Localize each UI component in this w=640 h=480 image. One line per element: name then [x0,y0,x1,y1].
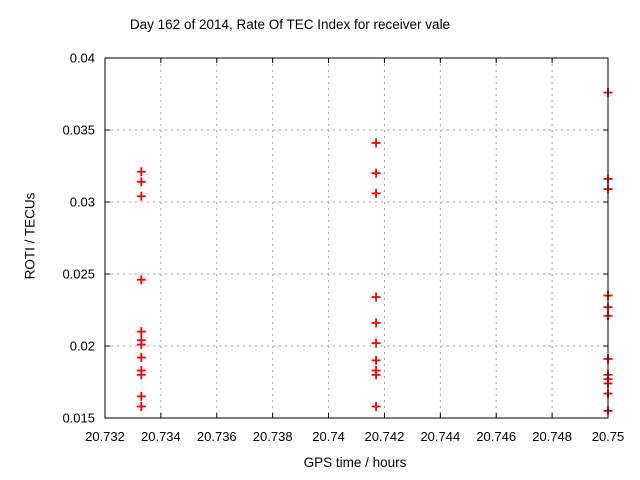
data-point [136,353,146,363]
x-axis-label: GPS time / hours [303,455,407,470]
y-tick-label: 0.02 [70,339,95,354]
x-tick-label: 20.746 [476,429,516,444]
data-point [136,191,146,201]
x-tick-label: 20.732 [85,429,125,444]
chart-title: Day 162 of 2014, Rate Of TEC Index for r… [129,17,451,32]
data-point [371,138,381,148]
data-point [371,168,381,178]
data-point [136,167,146,177]
x-tick-label: 20.734 [141,429,181,444]
data-point [371,292,381,302]
x-tick-label: 20.736 [197,429,237,444]
data-point [136,275,146,285]
y-tick-label: 0.035 [62,123,95,138]
data-point [371,188,381,198]
data-point [371,318,381,328]
y-tick-label: 0.03 [70,195,95,210]
data-point [136,327,146,337]
data-point [371,370,381,380]
data-point [136,370,146,380]
data-point [136,391,146,401]
data-point [371,401,381,411]
data-point [136,340,146,350]
data-point [136,401,146,411]
y-tick-label: 0.025 [62,267,95,282]
x-tick-label: 20.74 [312,429,345,444]
x-tick-label: 20.742 [365,429,405,444]
data-point [136,177,146,187]
y-tick-label: 0.04 [70,51,95,66]
x-tick-label: 20.748 [532,429,572,444]
x-tick-label: 20.738 [253,429,293,444]
data-point [371,355,381,365]
x-tick-label: 20.744 [420,429,460,444]
data-point [371,338,381,348]
x-tick-label: 20.75 [592,429,625,444]
y-tick-label: 0.015 [62,411,95,426]
